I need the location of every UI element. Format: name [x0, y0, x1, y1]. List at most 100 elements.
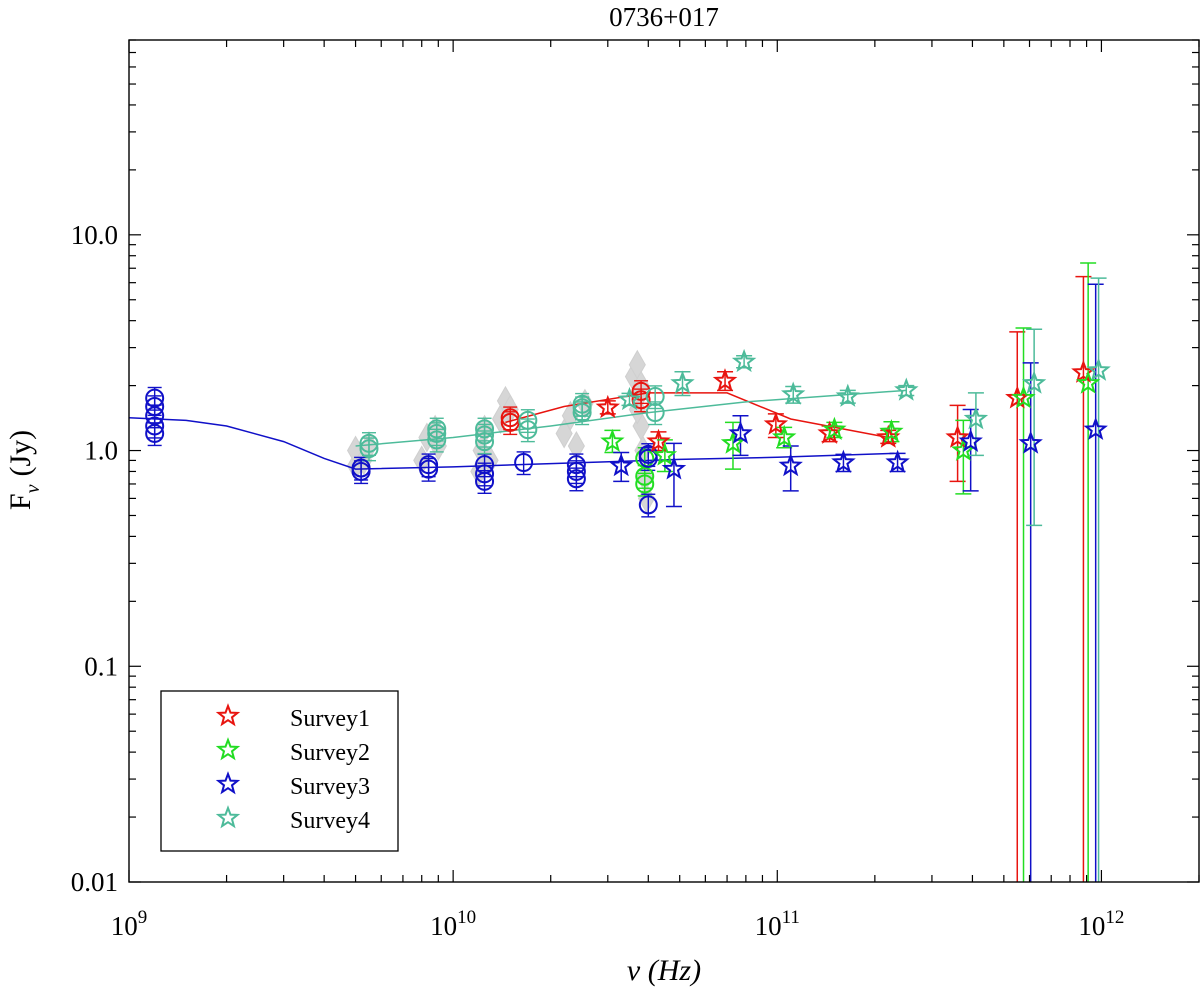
x-tick-base: 10 [755, 911, 782, 941]
star-point [1075, 370, 1101, 394]
circle-point [145, 397, 165, 417]
star-point [1011, 385, 1036, 409]
circle-point [635, 474, 655, 494]
star-point [646, 428, 671, 453]
circle-point [514, 453, 534, 473]
x-axis: 109 1010 1011 1012 [111, 40, 1200, 941]
x-tick-base: 10 [1078, 911, 1105, 941]
legend-star-4 [215, 805, 241, 829]
star-point [600, 428, 625, 453]
star-point [720, 430, 746, 454]
star-point [780, 381, 806, 405]
fit-line [128, 416, 895, 470]
circle-point [427, 419, 447, 439]
x-tick-exponent: 10 [457, 907, 476, 928]
x-tick-exponent: 9 [138, 907, 148, 928]
star-point [731, 348, 757, 373]
fit-lines-layer [128, 389, 907, 470]
x-tick-label: 1012 [1078, 907, 1124, 941]
circle-point [359, 433, 379, 453]
circle-point [475, 432, 495, 452]
x-tick-base: 10 [111, 911, 138, 941]
star-point [763, 411, 789, 435]
y-tick-label: 1.0 [84, 436, 118, 466]
y-tick-label: 0.01 [71, 867, 118, 897]
circle-point [518, 420, 538, 440]
circle-point [566, 469, 586, 489]
star-point [728, 420, 753, 444]
x-tick-label: 1010 [430, 907, 476, 941]
markers-layer [145, 348, 1111, 515]
star-point [945, 424, 970, 448]
circle-point [645, 387, 665, 407]
legend-label-1: Survey1 [290, 706, 370, 732]
circle-point [419, 455, 439, 475]
star-point [835, 383, 861, 407]
circle-point [475, 464, 495, 484]
star-point [670, 370, 695, 394]
y-axis-label-unit: (Jy) [4, 430, 37, 477]
circle-point [500, 408, 520, 428]
star-point [879, 419, 904, 443]
legend-star-2 [215, 737, 241, 761]
x-tick-label: 1011 [755, 907, 800, 941]
star-point [1086, 357, 1111, 381]
star-point [608, 452, 634, 477]
star-point [771, 424, 797, 448]
legend-star-3 [215, 771, 241, 795]
star-point [661, 456, 687, 480]
chart-title: 0736+017 [609, 2, 719, 32]
y-tick-label: 0.1 [84, 651, 118, 681]
circle-point [419, 459, 439, 479]
x-axis-label: ν (Hz) [627, 954, 701, 987]
circle-point [475, 455, 495, 475]
star-point [1021, 370, 1047, 394]
x-tick-label: 109 [111, 907, 148, 941]
y-axis: 0.01 0.1 1.0 10.0 [71, 39, 1199, 897]
circle-point [566, 455, 586, 475]
legend-box [160, 690, 399, 852]
star-point [595, 394, 621, 419]
star-point [778, 452, 803, 477]
x-tick-exponent: 11 [782, 907, 800, 928]
star-point [894, 377, 919, 401]
star-point [617, 386, 642, 411]
legend-label-2: Survey2 [290, 740, 370, 766]
y-axis-label: Fν (Jy) [4, 430, 44, 510]
legend: Survey1 Survey2 Survey3 Survey4 [160, 690, 399, 852]
circle-point [475, 425, 495, 445]
star-point [885, 449, 910, 473]
x-tick-exponent: 12 [1105, 907, 1124, 928]
circle-point [427, 430, 447, 450]
fit-line [505, 392, 889, 439]
star-point [1018, 430, 1043, 454]
circle-point [351, 458, 371, 478]
star-point [652, 442, 678, 466]
star-point [1005, 385, 1030, 409]
y-axis-label-main: F [4, 493, 37, 510]
circle-point [145, 388, 165, 408]
circle-point [566, 461, 586, 481]
y-axis-label-sub: ν [22, 484, 44, 493]
circle-point [427, 423, 447, 443]
star-point [831, 449, 856, 473]
legend-label-3: Survey3 [290, 774, 370, 800]
star-point [963, 406, 989, 430]
circle-point [631, 390, 651, 410]
circle-point [145, 416, 165, 436]
circle-point [518, 410, 538, 430]
star-point [822, 416, 847, 441]
legend-label-4: Survey4 [290, 808, 370, 834]
circle-point [572, 394, 592, 414]
x-tick-base: 10 [430, 911, 457, 941]
circle-point [359, 439, 379, 459]
fit-line [355, 389, 907, 447]
circle-point [638, 495, 658, 515]
star-point [958, 428, 983, 453]
circle-point [572, 403, 592, 423]
star-point [951, 437, 976, 461]
star-point [1083, 416, 1108, 441]
legend-star-1 [215, 703, 241, 727]
star-point [712, 368, 738, 392]
